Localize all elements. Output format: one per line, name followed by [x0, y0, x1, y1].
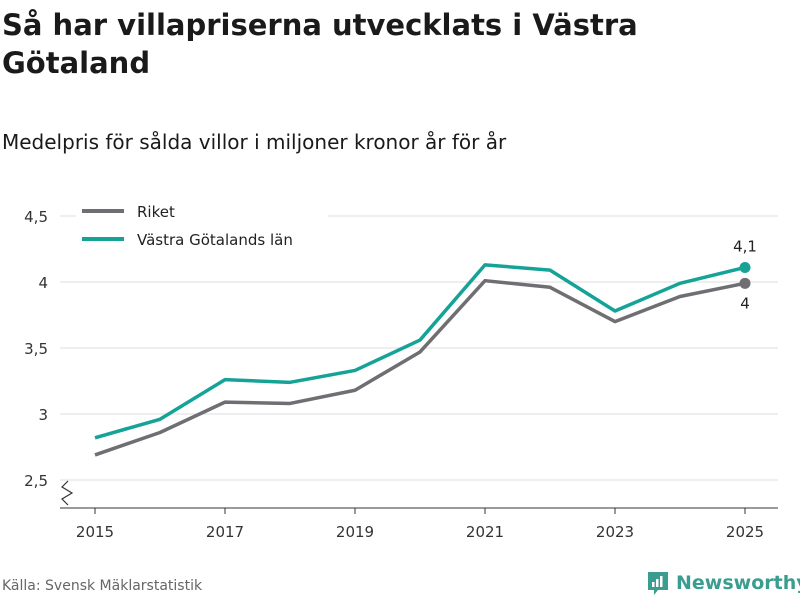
newsworthy-logo: Newsworthy: [646, 570, 800, 596]
y-tick-label: 4,5: [24, 208, 48, 226]
y-tick-label: 2,5: [24, 472, 48, 490]
x-tick-label: 2021: [466, 523, 504, 541]
y-tick-label: 4: [38, 274, 48, 292]
end-label: 4: [740, 294, 750, 312]
end-point: [739, 277, 751, 289]
x-tick-label: 2023: [596, 523, 634, 541]
bar-chart-icon: [648, 572, 668, 595]
line-chart: 2,5 3 3,5 4 4,5 2015 2017 2019 2021 2023 2025 Riket…: [24, 198, 778, 541]
chart-subtitle: Medelpris för sålda villor i miljoner kr…: [2, 130, 507, 154]
source-note: Källa: Svensk Mäklarstatistik: [2, 578, 203, 594]
series-line-0: [94, 278, 746, 457]
legend-label: Riket: [137, 203, 175, 221]
series-line-1: [94, 263, 746, 440]
y-tick-label: 3: [38, 406, 48, 424]
end-label: 4,1: [733, 237, 757, 255]
chart-title: Så har villapriserna utvecklats i Västra…: [2, 8, 638, 80]
x-tick-label: 2019: [336, 523, 374, 541]
brand-name: Newsworthy: [676, 572, 800, 594]
legend-background: [76, 198, 328, 258]
end-point: [739, 261, 751, 273]
x-tick-label: 2015: [76, 523, 114, 541]
axis-break-icon: [61, 480, 74, 506]
y-tick-label: 3,5: [24, 340, 48, 358]
x-tick-label: 2025: [726, 523, 764, 541]
legend-label: Västra Götalands län: [137, 231, 293, 249]
x-tick-label: 2017: [206, 523, 244, 541]
